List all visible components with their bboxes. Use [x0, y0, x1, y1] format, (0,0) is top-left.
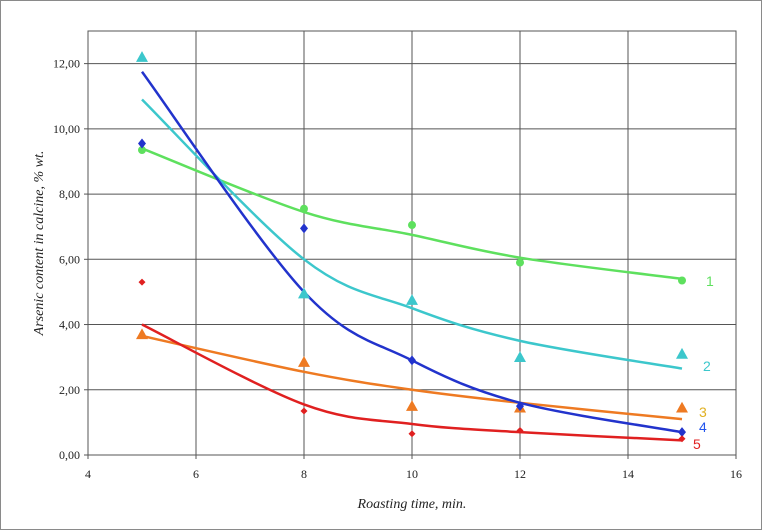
data-point-series-4	[516, 401, 524, 412]
fit-curve-series-4	[140, 71, 683, 434]
series-label-3: 3	[699, 404, 707, 420]
data-point-series-4	[408, 355, 416, 366]
data-point-series-2	[406, 294, 418, 305]
x-tick-label: 12	[514, 467, 526, 481]
x-tick-label: 14	[622, 467, 634, 481]
series-label-1: 1	[706, 273, 714, 289]
data-point-series-1	[300, 204, 308, 213]
data-point-series-3	[136, 328, 148, 340]
fit-curves	[140, 71, 683, 442]
data-point-series-1	[678, 276, 686, 285]
x-tick-label: 6	[193, 467, 199, 481]
axes: 4 6 8 10 12 14 160,002,004,006,008,0010,0012,0…	[53, 30, 742, 481]
data-point-series-5	[138, 278, 146, 286]
data-point-series-5	[300, 407, 308, 415]
data-point-series-1	[408, 221, 416, 230]
x-tick-label: 16	[730, 467, 742, 481]
fit-curve-series-2	[141, 98, 683, 370]
series-label-5: 5	[693, 436, 701, 452]
data-point-series-2	[514, 351, 526, 362]
x-tick-label: 8	[301, 467, 307, 481]
x-tick-label: 4	[85, 467, 91, 481]
data-points	[136, 51, 688, 443]
y-tick-label: 6,00	[59, 252, 80, 266]
data-point-series-3	[298, 356, 310, 367]
data-point-series-4	[300, 223, 308, 234]
y-tick-label: 2,00	[59, 383, 80, 397]
y-tick-label: 4,00	[59, 318, 80, 332]
y-tick-label: 0,00	[59, 448, 80, 462]
series-label-4: 4	[699, 419, 707, 435]
x-tick-label: 10	[406, 467, 418, 481]
data-point-series-4	[678, 427, 686, 438]
fit-curve-series-5	[141, 323, 683, 442]
data-point-series-2	[676, 347, 688, 359]
data-point-series-1	[138, 146, 146, 155]
data-point-series-4	[138, 138, 146, 149]
data-point-series-2	[136, 51, 148, 62]
y-axis-title: Arsenic content in calcine, % wt.	[32, 151, 47, 337]
data-point-series-5	[516, 427, 524, 435]
data-point-series-3	[406, 400, 418, 411]
data-point-series-5	[408, 430, 416, 438]
series-labels: 1 2 345	[693, 273, 714, 452]
y-tick-label: 12,00	[53, 57, 80, 71]
fit-curve-series-1	[141, 147, 683, 281]
data-point-series-2	[298, 287, 310, 299]
data-point-series-5	[678, 435, 686, 443]
data-point-series-3	[676, 401, 688, 413]
data-point-series-1	[516, 258, 524, 267]
grid-lines	[88, 31, 736, 455]
y-tick-label: 8,00	[59, 187, 80, 201]
series-label-2: 2	[703, 358, 711, 374]
x-axis-title: Roasting time, min.	[357, 497, 467, 512]
fit-curve-series-3	[141, 334, 683, 421]
y-tick-label: 10,00	[53, 122, 80, 136]
